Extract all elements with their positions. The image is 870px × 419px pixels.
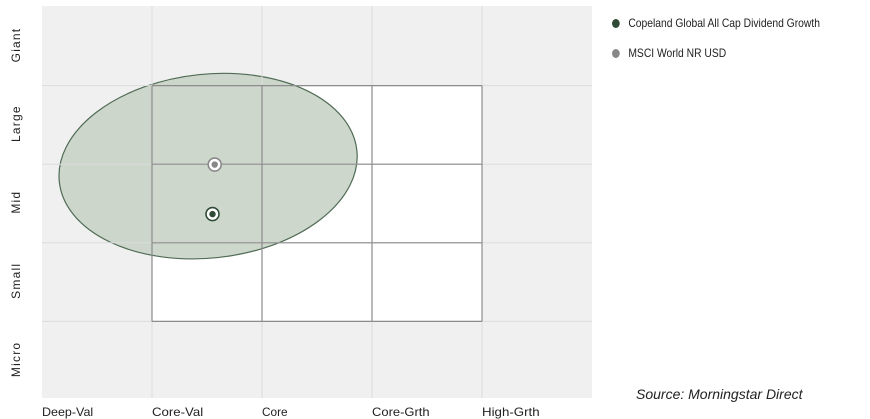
y-axis-label-micro: Micro [9,342,23,377]
legend-marker-benchmark [612,48,620,58]
data-point-benchmark [207,157,222,172]
legend: Copeland Global All Cap Dividend Growth … [612,14,854,74]
y-axis-label-giant: Giant [9,28,23,63]
point-layer [205,157,222,222]
point-core [209,210,216,218]
y-axis-label-mid: Mid [9,191,23,214]
legend-item-benchmark: MSCI World NR USD [612,44,820,62]
legend-label-benchmark: MSCI World NR USD [628,46,727,60]
style-box-chart: Deep-Val Core-Val Core Core-Grth High-Grth Gi… [9,6,592,419]
legend-marker-fund [612,18,620,28]
x-axis-label-high-grth: High-Grth [482,405,540,419]
x-axis-label-core-val: Core-Val [152,405,203,419]
source-note: Source: Morningstar Direct [636,386,803,402]
point-core [211,161,218,168]
y-axis-label-large: Large [9,105,23,142]
legend-label-fund: Copeland Global All Cap Dividend Growth [628,16,820,30]
data-point-fund [205,206,220,222]
axis-labels: Deep-Val Core-Val Core Core-Grth High-Grth Gi… [9,28,540,419]
x-axis-label-core-grth: Core-Grth [372,405,430,419]
legend-item-fund: Copeland Global All Cap Dividend Growth [612,14,820,32]
x-axis-label-core: Core [262,405,288,419]
x-axis-label-deep-val: Deep-Val [42,405,93,419]
grid-layer [42,6,592,398]
y-axis-label-small: Small [9,263,23,299]
